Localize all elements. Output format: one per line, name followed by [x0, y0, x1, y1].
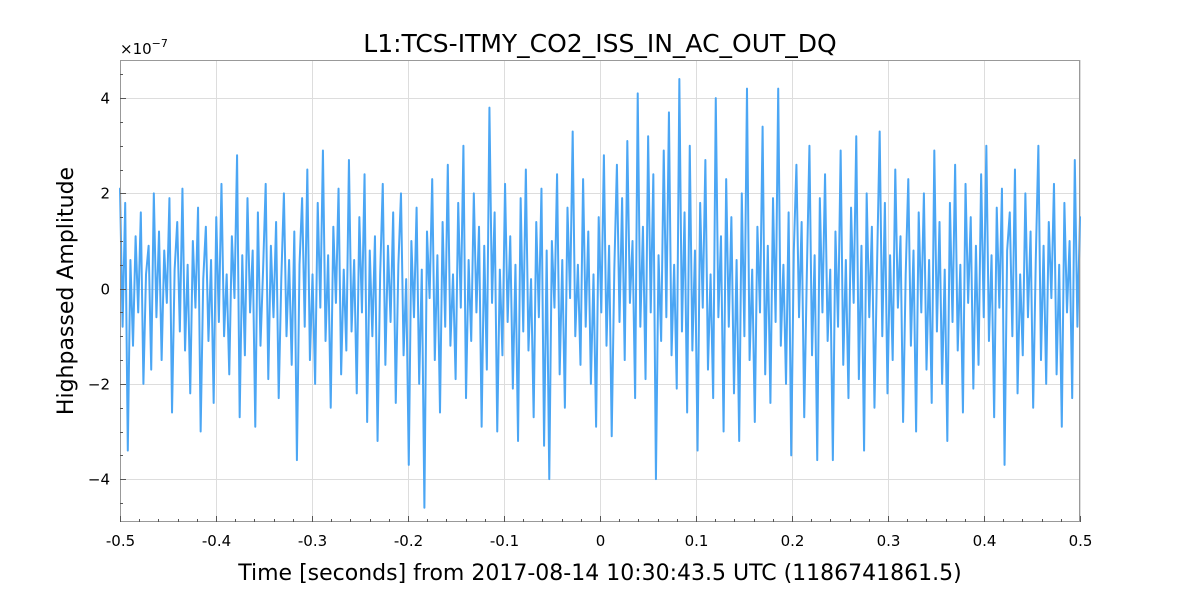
- x-tick-label: -0.2: [394, 532, 423, 550]
- y-scale-prefix: ×10: [120, 40, 152, 58]
- y-scale-exponent: −7: [152, 37, 168, 50]
- y-axis-label: Highpassed Amplitude: [54, 167, 79, 415]
- x-tick-label: -0.5: [106, 532, 135, 550]
- series-line: [119, 78, 1081, 509]
- y-tick-label: −4: [88, 471, 110, 489]
- y-tick-label: −2: [88, 376, 110, 394]
- ticks: -0.5 -0.4 -0.3 -0.2 -0.1 0 0.1 0.2 0.3 0.4 0.5 −4 −2…: [88, 74, 1093, 550]
- x-tick-label: -0.4: [202, 532, 231, 550]
- chart-title: L1:TCS-ITMY_CO2_ISS_IN_AC_OUT_DQ: [363, 29, 836, 58]
- x-tick-label: 0.4: [973, 532, 997, 550]
- y-scale-label: ×10−7: [120, 37, 168, 58]
- x-tick-label: 0.5: [1069, 532, 1093, 550]
- x-tick-label: 0: [596, 532, 606, 550]
- y-tick-label: 2: [100, 185, 110, 203]
- y-tick-label: 4: [100, 90, 110, 108]
- series-layer: [119, 78, 1081, 509]
- x-axis-label: Time [seconds] from 2017-08-14 10:30:43.…: [237, 561, 961, 586]
- y-tick-label: 0: [100, 281, 110, 299]
- x-tick-label: 0.1: [685, 532, 709, 550]
- x-tick-label: 0.2: [781, 532, 805, 550]
- x-tick-label: -0.3: [298, 532, 327, 550]
- x-tick-label: -0.1: [490, 532, 519, 550]
- x-tick-label: 0.3: [877, 532, 901, 550]
